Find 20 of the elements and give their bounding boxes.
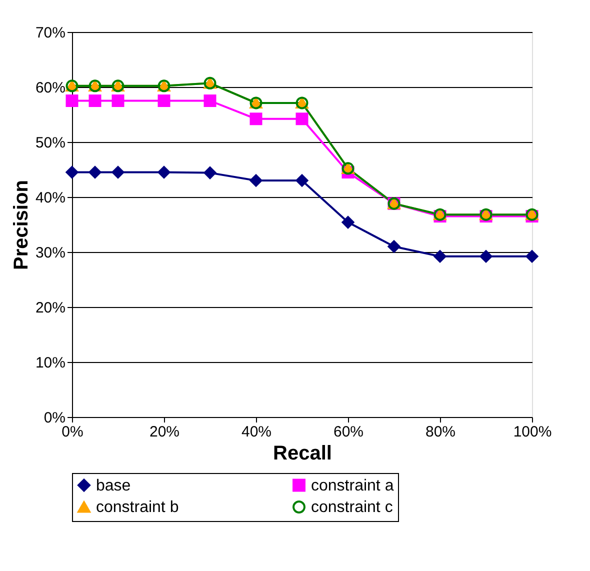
y-tick-label: 60% <box>35 80 66 96</box>
y-tick-label: 70% <box>35 24 66 42</box>
y-tick-label: 50% <box>35 134 66 152</box>
legend-label: constraint c <box>311 499 393 516</box>
x-tick-label: 100% <box>513 424 552 440</box>
legend-label: constraint b <box>96 499 179 516</box>
legend-label: base <box>96 477 131 494</box>
x-tick-label: 80% <box>425 424 456 440</box>
y-tick-label: 0% <box>44 410 66 426</box>
x-tick-label: 20% <box>149 424 180 440</box>
y-axis-title: Precision <box>10 180 32 270</box>
y-tick-label: 30% <box>35 244 66 262</box>
x-tick-label: 40% <box>241 424 272 440</box>
y-tick-label: 40% <box>35 190 66 206</box>
legend-label: constraint a <box>311 477 394 494</box>
y-tick-label: 10% <box>35 354 66 372</box>
x-tick-label: 60% <box>333 424 364 440</box>
x-axis-title: Recall <box>273 442 332 464</box>
x-tick-label: 0% <box>62 424 84 440</box>
y-tick-label: 20% <box>35 300 66 316</box>
